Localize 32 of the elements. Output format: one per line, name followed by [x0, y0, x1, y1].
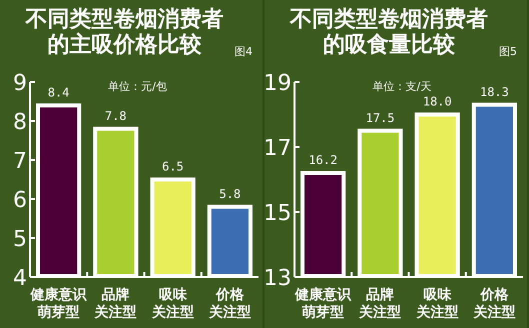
data-label: 7.8 — [104, 108, 127, 123]
chart-subtitle: 图4 — [234, 45, 252, 58]
x-tick-label: 健康意识萌芽型 — [294, 286, 352, 320]
chart-title: 不同类型卷烟消费者的吸食量比较 — [288, 7, 488, 58]
x-tick-label: 品牌关注型 — [94, 287, 137, 320]
y-tick-label: 15 — [264, 201, 292, 226]
x-tick-label: 吸味关注型 — [415, 287, 458, 320]
y-tick-label: 8 — [13, 110, 27, 135]
chart-title: 不同类型卷烟消费者的主吸价格比较 — [24, 7, 224, 58]
data-label: 18.3 — [480, 84, 509, 99]
y-tick-label: 6 — [13, 188, 27, 213]
x-tick-label: 健康意识萌芽型 — [30, 286, 88, 320]
y-tick-label: 7 — [13, 149, 27, 174]
y-tick-label: 5 — [13, 227, 27, 252]
y-tick-label: 17 — [264, 136, 292, 161]
x-tick-label: 价格关注型 — [472, 287, 516, 320]
y-tick-label: 9 — [13, 71, 27, 96]
data-label: 18.0 — [422, 94, 452, 108]
data-label: 16.2 — [308, 153, 338, 167]
data-label: 5.8 — [219, 186, 241, 201]
data-label: 6.5 — [162, 160, 184, 174]
chart-subtitle: 图5 — [499, 45, 517, 58]
data-label: 17.5 — [366, 110, 395, 125]
y-tick-label: 4 — [13, 266, 27, 291]
annotation: 单位：元/包 — [108, 80, 167, 93]
x-tick-label: 品牌关注型 — [358, 287, 402, 320]
x-tick-label: 吸味关注型 — [150, 287, 194, 320]
x-tick-label: 价格关注型 — [208, 287, 251, 320]
annotation: 单位：支/天 — [372, 80, 432, 93]
y-tick-label: 19 — [264, 71, 292, 96]
y-tick-label: 13 — [264, 266, 292, 291]
data-label: 8.4 — [48, 85, 70, 100]
